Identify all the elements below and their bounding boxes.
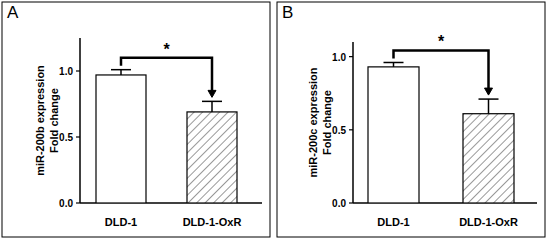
y-axis <box>79 38 81 203</box>
y-tick <box>76 136 80 137</box>
y-axis-label: miR-200b expression <box>34 65 46 176</box>
y-axis-label: Fold change <box>321 90 333 155</box>
y-tick <box>76 70 80 71</box>
error-bar <box>488 99 490 114</box>
panel-frame <box>277 2 545 237</box>
x-tick-label: DLD-1-OxR <box>183 216 242 228</box>
y-tick <box>349 129 353 130</box>
plot-area <box>368 62 514 203</box>
error-cap <box>202 101 222 103</box>
panel-frame <box>2 2 270 237</box>
bracket-arrow <box>485 88 493 95</box>
panel-label: A <box>7 3 19 22</box>
x-tick-label: DLD-1 <box>377 216 409 228</box>
y-tick-label: 0.5 <box>332 125 346 136</box>
x-tick-label: DLD-1 <box>105 216 137 228</box>
annotation: * <box>438 33 445 50</box>
y-axis <box>352 42 354 203</box>
y-axis-label: Fold change <box>48 88 60 153</box>
bar <box>187 112 237 203</box>
bar <box>368 67 419 203</box>
panel-label: B <box>282 3 293 22</box>
error-bar <box>211 101 213 112</box>
chart: AmiR-200b expressionFold change0.00.51.0… <box>0 0 547 240</box>
y-tick <box>349 202 353 203</box>
y-tick-label: 1.0 <box>332 52 346 63</box>
y-tick <box>76 202 80 203</box>
annotation: * <box>163 41 170 58</box>
y-tick <box>349 56 353 57</box>
y-tick-label: 0.0 <box>332 198 346 209</box>
plot-area <box>96 70 237 203</box>
error-cap <box>479 98 499 100</box>
error-bar <box>120 70 122 75</box>
bar <box>96 75 146 203</box>
bracket-arrow <box>208 90 216 97</box>
x-tick-label: DLD-1-OxR <box>459 216 518 228</box>
y-tick-label: 1.0 <box>59 66 73 77</box>
y-axis-label: miR-200c expression <box>307 67 319 177</box>
error-cap <box>111 69 131 71</box>
bar <box>463 114 514 203</box>
significance-bracket <box>394 50 489 93</box>
error-cap <box>384 62 404 64</box>
y-tick-label: 0.5 <box>59 132 73 143</box>
significance-bracket <box>121 58 212 96</box>
y-tick-label: 0.0 <box>59 198 73 209</box>
